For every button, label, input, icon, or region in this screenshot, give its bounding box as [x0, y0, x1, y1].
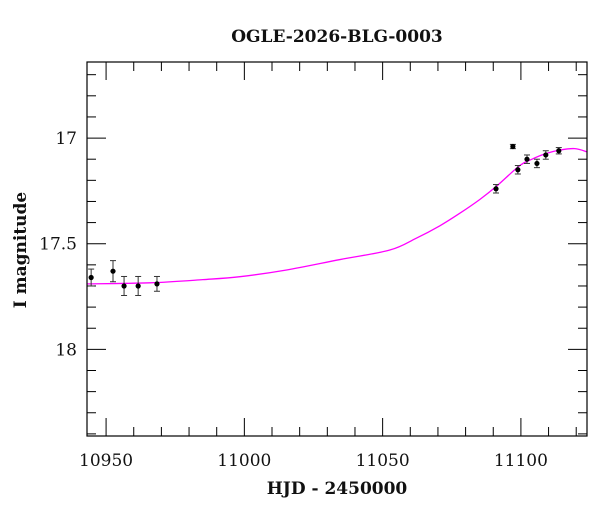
data-point: [555, 147, 562, 155]
data-point: [533, 158, 540, 169]
model-curve-layer: [86, 147, 588, 285]
data-points-layer: [88, 143, 562, 296]
x-tick-label: 11000: [217, 451, 271, 471]
data-marker: [121, 283, 127, 289]
data-marker: [135, 283, 141, 289]
data-point: [135, 275, 142, 296]
axis-ticks: [87, 62, 587, 436]
data-point: [121, 275, 128, 296]
x-axis-label: HJD - 2450000: [267, 479, 408, 499]
data-point: [493, 184, 500, 194]
data-marker: [88, 274, 94, 281]
data-point: [109, 260, 116, 283]
data-marker: [556, 148, 562, 154]
data-point: [88, 268, 95, 287]
model-curve: [86, 147, 588, 285]
data-point: [153, 275, 160, 292]
data-point: [509, 143, 516, 150]
data-point: [514, 165, 521, 175]
plot-frame: [86, 61, 588, 437]
x-tick-label: 10950: [79, 451, 133, 471]
x-tick-label: 11100: [494, 451, 548, 471]
data-marker: [543, 152, 549, 158]
data-marker: [534, 160, 540, 167]
y-axis-label: I magnitude: [11, 192, 31, 309]
data-marker: [110, 268, 116, 274]
x-tick-label: 11050: [356, 451, 410, 471]
data-marker: [510, 143, 516, 150]
y-tick-label: 17.5: [39, 235, 77, 255]
chart-title: OGLE-2026-BLG-0003: [231, 27, 443, 47]
data-point: [542, 150, 549, 160]
data-marker: [493, 186, 499, 192]
data-marker: [524, 156, 530, 162]
y-tick-label: 17: [55, 129, 77, 149]
data-marker: [515, 167, 521, 173]
y-tick-label: 18: [55, 340, 77, 360]
data-point: [523, 154, 530, 164]
data-marker: [154, 281, 160, 287]
tick-labels: 10950 11000 11050 11100 17 17.5 18: [39, 129, 548, 471]
